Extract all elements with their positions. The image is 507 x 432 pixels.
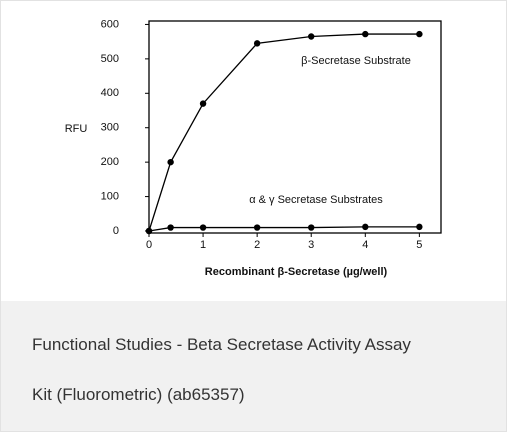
x-tick-label: 5	[416, 239, 422, 251]
data-point	[199, 100, 207, 107]
data-point	[416, 30, 423, 38]
data-point	[362, 223, 369, 231]
x-tick-label: 4	[362, 239, 368, 251]
y-tick-label: 0	[113, 225, 119, 237]
y-tick-label: 600	[101, 18, 119, 30]
data-point	[167, 224, 174, 231]
y-tick-label: 300	[101, 122, 119, 134]
series-label: α & γ Secretase Substrates	[249, 194, 383, 206]
plot-frame	[148, 20, 442, 234]
x-tick-label: 2	[254, 239, 260, 251]
data-point	[308, 224, 315, 231]
y-tick-label: 100	[101, 190, 119, 202]
y-tick-label: 400	[101, 87, 119, 99]
series-label: β-Secretase Substrate	[301, 55, 411, 67]
x-tick-label: 1	[200, 239, 206, 251]
chart: RFU Recombinant β-Secretase (µg/well) 0 1…	[65, 18, 442, 278]
x-tick-label: 3	[308, 239, 314, 251]
series-line	[148, 226, 420, 232]
data-point	[145, 227, 153, 235]
caption-line: Kit (Fluorometric) (ab65357)	[32, 385, 245, 404]
x-axis-label: Recombinant β-Secretase (µg/well)	[205, 266, 388, 278]
data-point	[253, 224, 261, 231]
data-point	[308, 33, 315, 40]
x-tick-label: 0	[146, 239, 152, 251]
y-axis-label: RFU	[65, 123, 88, 135]
y-tick-label: 200	[101, 156, 119, 168]
data-point	[167, 158, 174, 166]
y-tick-label: 500	[101, 53, 119, 65]
caption: Functional Studies - Beta Secretase Acti…	[1, 301, 506, 431]
data-point	[362, 30, 369, 38]
data-point	[416, 223, 423, 231]
data-point	[199, 224, 207, 231]
caption-line: Functional Studies - Beta Secretase Acti…	[32, 335, 411, 354]
data-point	[253, 40, 261, 47]
